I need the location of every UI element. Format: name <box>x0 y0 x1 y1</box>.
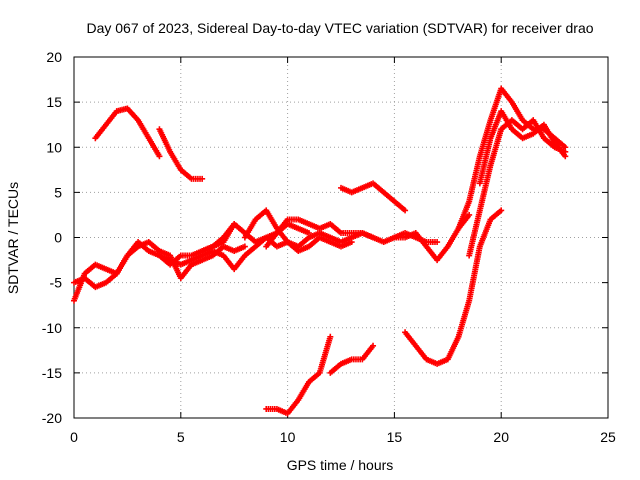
y-tick-label: 15 <box>46 94 62 110</box>
series-arc-l <box>391 211 473 264</box>
series-arc-b <box>156 126 206 182</box>
x-tick-label: 25 <box>600 429 616 445</box>
x-tick-label: 5 <box>177 429 185 445</box>
data-point <box>199 175 206 182</box>
y-tick-label: 10 <box>46 139 62 155</box>
data-point <box>241 243 248 250</box>
y-tick-label: -20 <box>42 410 62 426</box>
series-arc-o <box>466 117 569 259</box>
series-arc-p <box>476 108 569 187</box>
series-arc-j <box>327 342 377 376</box>
y-tick-label: -10 <box>42 320 62 336</box>
data-point <box>348 239 355 246</box>
series-arc-e <box>156 220 312 273</box>
grid <box>74 57 608 418</box>
data-points <box>71 85 569 417</box>
data-point <box>434 239 441 246</box>
y-tick-label: 20 <box>46 49 62 65</box>
series-arc-c <box>71 220 238 304</box>
data-point <box>156 153 163 160</box>
x-tick-label: 0 <box>70 429 78 445</box>
series-arc-d <box>71 239 248 291</box>
data-point <box>498 207 505 214</box>
series-arc-k <box>338 180 409 214</box>
x-tick-label: 15 <box>387 429 403 445</box>
data-point <box>466 211 473 218</box>
chart-title: Day 067 of 2023, Sidereal Day-to-day VTE… <box>86 20 593 36</box>
data-point <box>402 207 409 214</box>
x-tick-label: 10 <box>280 429 296 445</box>
series-arc-a <box>92 105 163 160</box>
x-axis-label: GPS time / hours <box>287 457 394 473</box>
y-axis-label: SDTVAR / TECUs <box>5 182 21 294</box>
y-tick-label: -15 <box>42 365 62 381</box>
series-arc-n <box>455 85 569 232</box>
series-arc-h <box>263 216 377 250</box>
y-tick-label: 5 <box>54 184 62 200</box>
data-point <box>370 234 377 241</box>
y-tick-label: -5 <box>50 275 63 291</box>
y-tick-label: 0 <box>54 230 62 246</box>
series-arc-m <box>402 207 505 367</box>
data-point <box>562 153 569 160</box>
data-point <box>327 333 334 340</box>
x-tick-label: 20 <box>493 429 509 445</box>
series-arc-i <box>263 333 334 417</box>
axis-ticks: 0 5 10 15 20 25 -20 -15 -10 -5 0 5 10 15 20 <box>42 49 616 445</box>
data-point <box>370 342 377 349</box>
